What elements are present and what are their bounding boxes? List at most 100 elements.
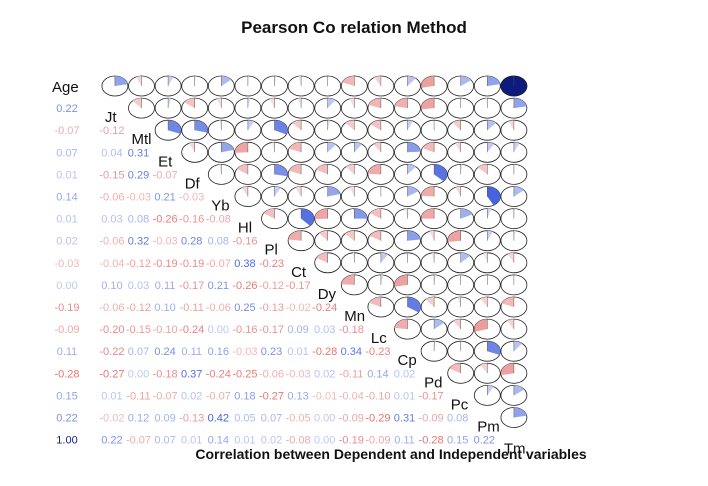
correlation-value: 0.13 bbox=[287, 390, 308, 402]
correlation-value: -0.03 bbox=[54, 258, 79, 270]
pie-Et-Cp bbox=[394, 141, 421, 163]
correlation-value: 0.28 bbox=[181, 236, 202, 248]
correlation-value: 0.03 bbox=[128, 280, 149, 292]
pie-Et-Df bbox=[181, 141, 209, 163]
correlation-value: -0.09 bbox=[419, 413, 444, 425]
correlation-value: 0.42 bbox=[208, 413, 229, 425]
pie-Hl-Tm bbox=[500, 208, 528, 230]
pie-Pl-Ct bbox=[287, 230, 315, 252]
correlation-value: -0.11 bbox=[180, 302, 204, 314]
pie-Hl-Lc bbox=[367, 208, 395, 230]
pie-Mtl-Pl bbox=[261, 119, 288, 141]
pie-Mn-Tm bbox=[500, 296, 528, 318]
correlation-value: -0.24 bbox=[206, 368, 231, 380]
correlation-value: -0.19 bbox=[54, 302, 79, 314]
pie-Lc-Cp bbox=[394, 318, 421, 340]
correlation-value: 0.04 bbox=[101, 147, 122, 159]
variable-label: Age bbox=[52, 79, 79, 96]
correlation-value: -0.28 bbox=[54, 368, 79, 380]
pie-Pc-Pm bbox=[473, 384, 501, 406]
correlation-value: 0.14 bbox=[367, 368, 388, 380]
correlation-value: 0.01 bbox=[287, 346, 308, 358]
correlation-value: 0.09 bbox=[287, 324, 308, 336]
correlation-value: -0.10 bbox=[365, 390, 390, 402]
pie-Yb-Lc bbox=[367, 186, 395, 207]
pie-Mtl-Pd bbox=[420, 119, 448, 141]
pie-Jt-Lc bbox=[367, 97, 395, 119]
pie-Jt-Pl bbox=[261, 97, 288, 119]
pie-Et-Dy bbox=[314, 141, 342, 163]
correlation-value: -0.27 bbox=[259, 390, 284, 402]
correlation-value: 0.24 bbox=[154, 346, 175, 358]
pie-Dy-Cp bbox=[394, 274, 421, 296]
correlation-value: -0.15 bbox=[99, 169, 124, 181]
correlation-value: 0.11 bbox=[181, 346, 202, 358]
correlation-value: -0.24 bbox=[312, 302, 337, 314]
pie-Jt-Hl bbox=[234, 97, 262, 119]
correlation-value: 0.05 bbox=[234, 413, 255, 425]
pie-Et-Pl bbox=[261, 141, 288, 163]
variable-label: Pc bbox=[451, 396, 469, 413]
correlation-value: 0.01 bbox=[56, 214, 77, 226]
pie-Yb-Mn bbox=[340, 186, 368, 207]
correlation-value: -0.16 bbox=[232, 236, 257, 248]
pie-Ct-Lc bbox=[367, 252, 395, 274]
pie-Hl-Mn bbox=[340, 208, 368, 230]
pie-Age-Lc bbox=[367, 75, 395, 97]
correlation-value: -0.13 bbox=[179, 413, 204, 425]
correlation-value: 0.10 bbox=[101, 280, 122, 292]
correlation-value: -0.04 bbox=[339, 390, 364, 402]
correlation-value: 0.02 bbox=[394, 368, 415, 380]
pie-Df-Ct bbox=[287, 163, 315, 185]
correlation-value: -0.09 bbox=[365, 435, 390, 447]
chart-subtitle: Correlation between Dependent and Indepe… bbox=[195, 446, 587, 462]
pie-Yb-Pl bbox=[261, 186, 288, 207]
correlation-value: -0.06 bbox=[99, 302, 124, 314]
correlation-value: 0.00 bbox=[314, 435, 335, 447]
pie-Et-Yb bbox=[207, 141, 235, 163]
correlation-value: -0.26 bbox=[232, 280, 257, 292]
correlation-value: 0.31 bbox=[394, 413, 415, 425]
pie-Et-Pd bbox=[420, 141, 448, 163]
pie-Hl-Pl bbox=[261, 208, 288, 230]
correlation-value: 0.11 bbox=[57, 346, 78, 358]
correlation-value: -0.08 bbox=[286, 435, 311, 447]
pie-Df-Pm bbox=[473, 163, 501, 185]
pie-Age-Pc bbox=[447, 75, 475, 97]
pie-Jt-Yb bbox=[207, 97, 235, 119]
correlation-value: -0.03 bbox=[153, 236, 178, 248]
pie-Ct-Mn bbox=[340, 252, 368, 274]
pie-Age-Pl bbox=[261, 75, 288, 97]
pie-Et-Mn bbox=[340, 141, 368, 163]
pie-Dy-Lc bbox=[367, 274, 395, 296]
correlation-value: 0.22 bbox=[56, 413, 77, 425]
correlation-value: -0.10 bbox=[153, 324, 178, 336]
correlation-value: 1.00 bbox=[56, 435, 77, 447]
variable-label: Et bbox=[158, 153, 173, 170]
pie-Jt-Ct bbox=[287, 97, 315, 119]
correlation-value: -0.15 bbox=[126, 324, 151, 336]
pie-Age-Mtl bbox=[128, 75, 155, 97]
pie-Age-Dy bbox=[314, 75, 342, 97]
variable-label: Cp bbox=[398, 352, 417, 369]
correlation-value: 0.08 bbox=[447, 413, 468, 425]
variable-label: Lc bbox=[371, 330, 387, 347]
correlation-value: -0.02 bbox=[286, 302, 311, 314]
pie-Pd-Tm bbox=[500, 362, 528, 384]
pie-Yb-Pc bbox=[447, 186, 475, 207]
pie-Hl-Pd bbox=[420, 208, 448, 230]
correlation-value: -0.13 bbox=[259, 302, 284, 314]
correlation-value: 0.14 bbox=[208, 435, 229, 447]
correlation-value: -0.16 bbox=[179, 214, 204, 226]
pie-Dy-Pc bbox=[447, 274, 475, 296]
pie-Jt-Et bbox=[154, 97, 182, 119]
correlation-value: 0.01 bbox=[101, 390, 122, 402]
pie-Ct-Pc bbox=[447, 252, 475, 274]
pie-Hl-Dy bbox=[314, 208, 342, 230]
correlation-value: -0.25 bbox=[232, 368, 257, 380]
correlation-value: -0.20 bbox=[99, 324, 124, 336]
correlation-value: -0.18 bbox=[339, 324, 364, 336]
pie-Age-Et bbox=[154, 75, 182, 97]
correlation-value: -0.23 bbox=[259, 258, 284, 270]
pie-Jt-Df bbox=[181, 97, 209, 119]
